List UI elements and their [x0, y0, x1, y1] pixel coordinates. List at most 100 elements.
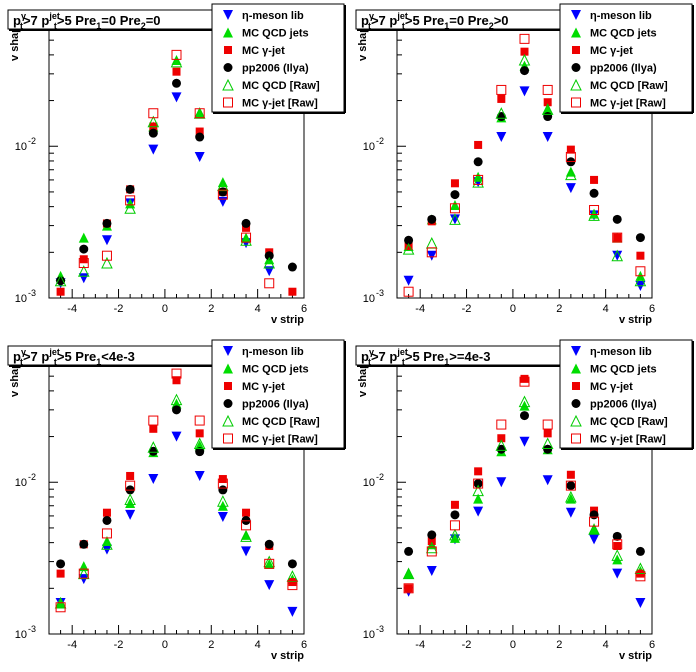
- legend-entry: η-meson lib: [242, 10, 304, 22]
- legend-marker: [223, 346, 233, 356]
- data-point: [496, 132, 507, 143]
- data-point: [613, 542, 622, 551]
- data-point: [288, 287, 297, 296]
- data-point: [240, 530, 252, 542]
- data-point: [590, 175, 599, 184]
- data-point: [287, 580, 298, 591]
- data-point: [449, 200, 460, 211]
- data-point: [217, 478, 228, 489]
- legend-marker: [572, 382, 580, 390]
- legend-marker: [223, 27, 233, 38]
- data-point: [589, 534, 600, 545]
- data-point: [170, 393, 183, 406]
- data-point: [77, 265, 90, 277]
- legend-marker: [571, 10, 581, 20]
- data-point: [565, 151, 576, 162]
- data-point: [56, 287, 65, 296]
- data-point: [474, 467, 483, 476]
- data-point: [542, 132, 553, 143]
- y-tick-exponent: -3: [376, 288, 384, 298]
- data-point: [148, 128, 158, 138]
- legend: η-meson lib MC QCD jets MC γ-jet pp2006 (Il…: [211, 3, 346, 114]
- data-point: [473, 493, 484, 504]
- data-point: [426, 247, 437, 258]
- legend-marker: [223, 10, 233, 20]
- legend-marker: [223, 97, 233, 108]
- x-tick-label: -2: [114, 639, 124, 651]
- data-point: [566, 481, 576, 491]
- legend-entry: η-meson lib: [242, 346, 304, 358]
- y-tick-exponent: -3: [28, 624, 36, 634]
- data-point: [78, 568, 89, 579]
- legend-entry: MC QCD [Raw]: [242, 416, 320, 428]
- data-point: [171, 368, 182, 379]
- data-point: [172, 376, 181, 385]
- data-point: [612, 531, 622, 541]
- data-point: [450, 500, 459, 509]
- data-point: [426, 566, 437, 577]
- x-tick-label: 4: [603, 639, 609, 651]
- data-point: [263, 256, 276, 269]
- data-point: [125, 184, 135, 194]
- data-point: [101, 235, 112, 246]
- data-point: [101, 538, 113, 550]
- data-point: [519, 86, 530, 97]
- data-point: [147, 115, 160, 128]
- data-point: [403, 286, 414, 297]
- series-1: [403, 436, 646, 609]
- y-tick-exponent: -2: [376, 136, 384, 146]
- legend-marker: [571, 97, 581, 108]
- data-point: [218, 187, 228, 197]
- data-point: [589, 188, 599, 198]
- x-tick-label: 2: [208, 639, 214, 651]
- series-1: [403, 86, 646, 291]
- data-point: [543, 98, 552, 107]
- data-point: [101, 256, 113, 269]
- x-tick-label: 6: [301, 639, 307, 651]
- series-6: [55, 368, 298, 613]
- data-point: [518, 395, 531, 408]
- data-point: [56, 559, 66, 569]
- data-point: [449, 203, 460, 214]
- x-tick-label: -2: [114, 303, 124, 315]
- data-point: [402, 242, 415, 255]
- data-point: [588, 523, 600, 535]
- data-point: [565, 507, 576, 518]
- data-point: [125, 195, 136, 206]
- data-point: [242, 508, 251, 517]
- x-tick-label: 0: [162, 639, 168, 651]
- data-point: [404, 584, 413, 593]
- x-tick-label: 4: [255, 303, 261, 315]
- legend: η-meson lib MC QCD jets MC γ-jet pp2006 (Il…: [211, 339, 346, 450]
- legend-box: [559, 339, 693, 449]
- data-point: [519, 33, 530, 44]
- x-tick-label: 2: [556, 639, 562, 651]
- x-tick-label: 0: [162, 303, 168, 315]
- data-point: [473, 506, 484, 517]
- data-point: [565, 490, 577, 503]
- legend-marker: [571, 346, 581, 356]
- data-point: [450, 190, 460, 200]
- data-point: [612, 232, 623, 243]
- series-6: [403, 376, 646, 594]
- legend-entry: pp2006 (Ilya): [242, 63, 309, 75]
- data-point: [102, 515, 112, 525]
- legend-box: [211, 3, 345, 113]
- legend: η-meson lib MC QCD jets MC γ-jet pp2006 (Il…: [559, 339, 694, 450]
- data-point: [147, 441, 160, 453]
- data-point: [635, 266, 646, 277]
- data-point: [496, 419, 507, 430]
- x-axis-label: v strip: [619, 314, 652, 326]
- legend-entry: MC γ-jet: [242, 381, 285, 393]
- y-tick-label: 10: [15, 629, 27, 641]
- data-point: [565, 480, 576, 491]
- data-point: [194, 470, 205, 481]
- data-point: [449, 520, 460, 531]
- data-point: [195, 429, 204, 438]
- legend-marker: [223, 363, 233, 374]
- data-point: [288, 578, 297, 587]
- legend-entry: MC γ-jet: [590, 381, 633, 393]
- data-point: [496, 444, 506, 454]
- data-point: [263, 555, 276, 568]
- panel-title-text: pγ t>7 pjet t>5 Pre1<4e-3: [13, 347, 135, 367]
